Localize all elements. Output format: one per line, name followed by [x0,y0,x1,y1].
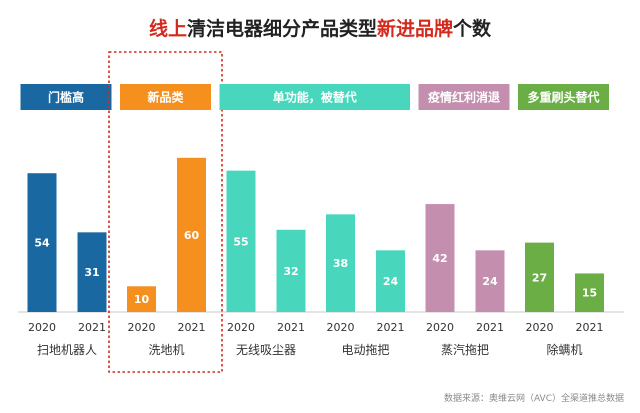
year-tick-label: 2020 [227,321,255,334]
bar-value-label: 31 [84,266,99,279]
title-part-red-2: 新进品牌 [377,17,453,40]
product-label: 无线吸尘器 [236,343,296,357]
product-label: 电动拖把 [341,343,389,357]
bar-3-0-2021 [475,250,505,312]
bar-value-label: 32 [283,265,298,278]
bar-value-label: 27 [532,271,547,284]
year-tick-label: 2021 [78,321,106,334]
group-tag-label-3: 疫情红利消退 [428,90,500,105]
product-label: 洗地机 [148,343,184,357]
bar-0-0-2021 [77,232,107,312]
group-tag-label-4: 多重刷头替代 [527,90,599,105]
group-tag-3 [418,84,510,110]
year-tick-label: 2021 [277,321,305,334]
bar-value-label: 24 [383,275,399,288]
group-tag-4 [518,84,609,110]
bar-2-1-2020 [326,214,355,312]
year-tick-label: 2020 [526,321,554,334]
group-tag-2 [219,84,410,110]
year-tick-label: 2020 [327,321,355,334]
bar-3-0-2020 [425,204,455,312]
group-tag-0 [20,84,112,110]
title-part-red-1: 线上 [149,17,187,40]
bar-value-label: 38 [333,257,348,270]
year-tick-label: 2021 [377,321,405,334]
bar-value-label: 15 [582,287,597,300]
group-tag-label-2: 单功能，被替代 [273,90,357,105]
year-tick-label: 2020 [426,321,454,334]
product-label: 除螨机 [546,342,582,357]
bar-value-label: 55 [233,235,248,248]
source-note: 数据来源：奥维云网（AVC）全渠道推总数据 [444,392,624,404]
bar-value-label: 24 [482,275,498,288]
year-tick-label: 2020 [128,321,156,334]
chart-title: 线上清洁电器细分产品类型新进品牌个数 [149,17,492,40]
group-tag-label-0: 门槛高 [48,90,84,105]
title-part-dark-1: 清洁电器细分产品类型 [187,17,377,40]
year-tick-label: 2021 [178,321,206,334]
highlight-box [108,51,223,373]
bar-2-0-2020 [226,170,256,312]
plot-area: 门槛高 54 2020 31 2021 扫地机器人 新品类 10 2020 60 2021 洗地机 单功… [18,51,624,373]
year-tick-label: 2020 [28,321,56,334]
bar-2-1-2021 [376,250,405,312]
group-tag-1 [120,84,211,110]
bar-1-0-2021 [177,157,206,312]
year-tick-label: 2021 [576,321,604,334]
bar-2-0-2021 [276,229,306,312]
bar-value-label: 54 [34,237,50,250]
bar-0-0-2020 [27,173,57,312]
group-tag-label-1: 新品类 [147,90,184,105]
bar-value-label: 60 [184,229,200,242]
bar-value-label: 42 [432,252,447,265]
product-label: 扫地机器人 [37,343,97,357]
bar-1-0-2020 [127,286,156,312]
bar-4-0-2020 [525,242,554,312]
title-part-dark-2: 个数 [452,17,492,40]
bar-value-label: 10 [134,293,150,306]
bar-4-0-2021 [575,273,604,312]
product-label: 蒸汽拖把 [441,342,489,357]
year-tick-label: 2021 [476,321,504,334]
